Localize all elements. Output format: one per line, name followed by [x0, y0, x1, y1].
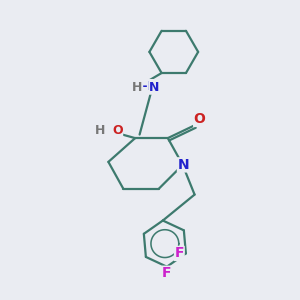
Text: O: O	[112, 124, 123, 137]
Text: N: N	[149, 81, 160, 94]
Text: H: H	[132, 81, 142, 94]
Text: H: H	[95, 124, 105, 137]
Text: F: F	[162, 266, 172, 280]
Text: O: O	[194, 112, 206, 126]
Text: H–N: H–N	[132, 80, 159, 93]
Text: F: F	[175, 246, 184, 260]
Text: N: N	[178, 158, 189, 172]
